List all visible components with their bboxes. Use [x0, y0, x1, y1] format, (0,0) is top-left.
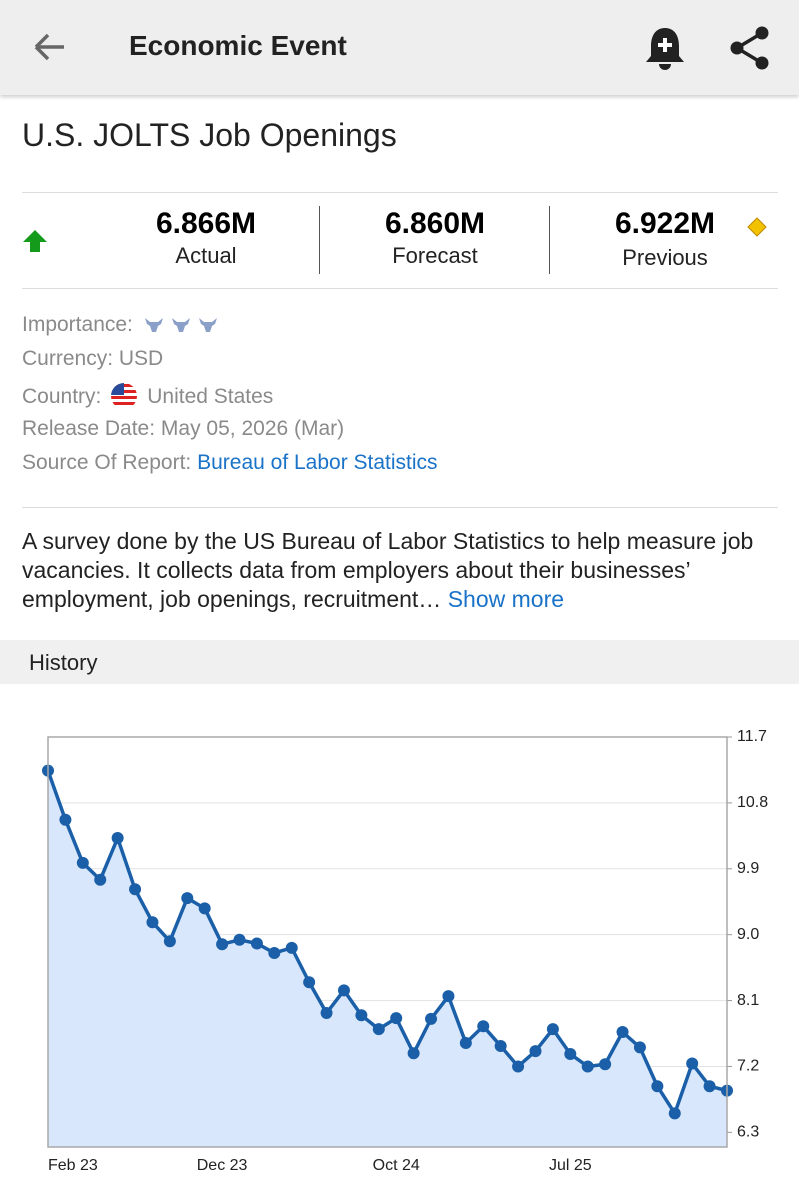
divider	[319, 206, 320, 274]
point	[407, 1047, 420, 1060]
info-value: USD	[118, 347, 164, 370]
point	[633, 1041, 646, 1054]
header-title: Economic Event	[129, 30, 347, 61]
point	[268, 946, 281, 959]
info-label: Release Date:	[22, 417, 156, 440]
stat: 6.866M Actual	[91, 207, 321, 269]
divider	[22, 288, 778, 289]
x-tick-label: Oct 24	[373, 1157, 420, 1174]
point	[355, 1009, 368, 1022]
point	[372, 1023, 385, 1036]
point	[320, 1007, 333, 1020]
top-bar: Economic Event	[0, 0, 799, 95]
revision-icon	[747, 217, 767, 237]
info-value: United States	[147, 385, 274, 408]
point	[494, 1039, 507, 1052]
stat-label: Forecast	[392, 243, 478, 268]
point	[425, 1012, 438, 1025]
divider	[22, 192, 778, 193]
info-row: Currency: USD	[22, 347, 163, 371]
stat: 6.922M Previous	[550, 207, 780, 271]
point	[111, 832, 124, 845]
line	[46, 770, 728, 1116]
point	[94, 873, 107, 886]
point	[581, 1060, 594, 1073]
info-label: Importance:	[22, 313, 133, 336]
point	[216, 938, 229, 951]
point	[233, 933, 246, 946]
point	[668, 1107, 681, 1120]
point	[651, 1080, 664, 1093]
point	[198, 902, 211, 915]
area	[48, 770, 727, 1147]
divider	[549, 206, 550, 274]
description-text: A survey done by the US Bureau of Labor …	[22, 528, 754, 612]
x-tick-label: Jul 25	[549, 1157, 592, 1174]
point	[390, 1012, 403, 1025]
point	[529, 1045, 542, 1058]
info-row: Country: United States	[22, 382, 273, 410]
up-arrow-icon	[23, 230, 47, 252]
point	[512, 1060, 525, 1073]
divider	[22, 507, 778, 508]
point	[76, 856, 89, 869]
info-row: Source Of Report: Bureau of Labor Statis…	[22, 451, 438, 475]
info-row: Importance:	[22, 313, 223, 337]
y-tick-label: 9.0	[737, 926, 759, 943]
y-tick-label: 7.2	[737, 1058, 759, 1075]
point	[303, 976, 316, 989]
share-button[interactable]	[728, 25, 772, 71]
point	[599, 1058, 612, 1071]
info-value: May 05, 2026 (Mar)	[160, 417, 345, 440]
source-link[interactable]: Bureau of Labor Statistics	[197, 451, 438, 474]
info-row: Release Date: May 05, 2026 (Mar)	[22, 417, 344, 441]
point	[337, 984, 350, 997]
importance-icons	[144, 318, 217, 332]
point	[181, 892, 194, 905]
point	[703, 1080, 716, 1093]
y-tick-label: 10.8	[737, 794, 768, 811]
info-label: Country:	[22, 385, 102, 408]
point	[686, 1057, 699, 1070]
stat-label: Actual	[175, 243, 237, 268]
point	[146, 916, 159, 929]
y-tick-label: 8.1	[737, 992, 759, 1009]
alert-button[interactable]	[642, 24, 688, 72]
section-title: History	[29, 650, 98, 675]
event-title: U.S. JOLTS Job Openings	[22, 117, 397, 153]
point	[546, 1023, 559, 1036]
point	[442, 990, 455, 1003]
y-tick-label: 9.9	[737, 860, 759, 877]
stat: 6.860M Forecast	[320, 207, 550, 269]
point	[477, 1020, 490, 1033]
stat-value: 6.866M	[155, 207, 257, 240]
y-tick-label: 11.7	[737, 728, 767, 745]
x-tick-label: Dec 23	[197, 1157, 248, 1174]
section-header: History	[0, 640, 799, 684]
point	[564, 1048, 577, 1061]
y-tick-label: 6.3	[737, 1124, 759, 1141]
stat-value: 6.860M	[384, 207, 486, 240]
point	[163, 935, 176, 948]
stat-label: Previous	[622, 245, 708, 270]
description: A survey done by the US Bureau of Labor …	[22, 527, 782, 614]
point	[285, 941, 298, 954]
flag-icon	[111, 383, 138, 409]
point	[616, 1026, 629, 1039]
point	[59, 813, 72, 826]
show-more-link[interactable]: Show more	[447, 586, 565, 612]
back-button[interactable]	[30, 28, 70, 68]
info-label: Source Of Report:	[22, 451, 192, 474]
info-label: Currency:	[22, 347, 114, 370]
x-tick-label: Feb 23	[48, 1157, 98, 1174]
stat-value: 6.922M	[614, 207, 716, 240]
point	[459, 1037, 472, 1050]
plot-frame	[47, 736, 728, 1148]
point	[129, 883, 142, 896]
point	[250, 937, 263, 950]
